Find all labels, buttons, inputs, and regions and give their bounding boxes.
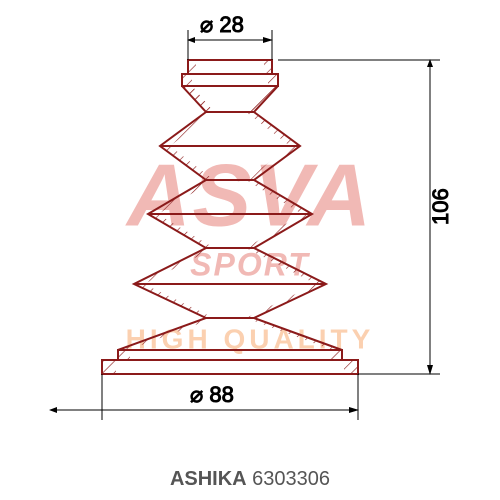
technical-drawing: ⌀ 28 ⌀ 88 106 xyxy=(0,0,500,500)
diagram-container: ASVA SPORT HIGH QUALITY xyxy=(0,0,500,500)
caption-partno: 6303306 xyxy=(252,468,330,490)
dim-bottom-dia-label: ⌀ 88 xyxy=(190,382,234,407)
dim-top-diameter: ⌀ 28 xyxy=(188,12,272,60)
boot-outline xyxy=(102,60,358,374)
dim-top-dia-label: ⌀ 28 xyxy=(200,12,244,37)
dim-height-label: 106 xyxy=(428,188,453,225)
caption-brand: ASHIKA xyxy=(170,468,247,490)
dim-bottom-diameter: ⌀ 88 xyxy=(50,374,358,420)
caption: ASHIKA 6303306 xyxy=(0,468,500,491)
